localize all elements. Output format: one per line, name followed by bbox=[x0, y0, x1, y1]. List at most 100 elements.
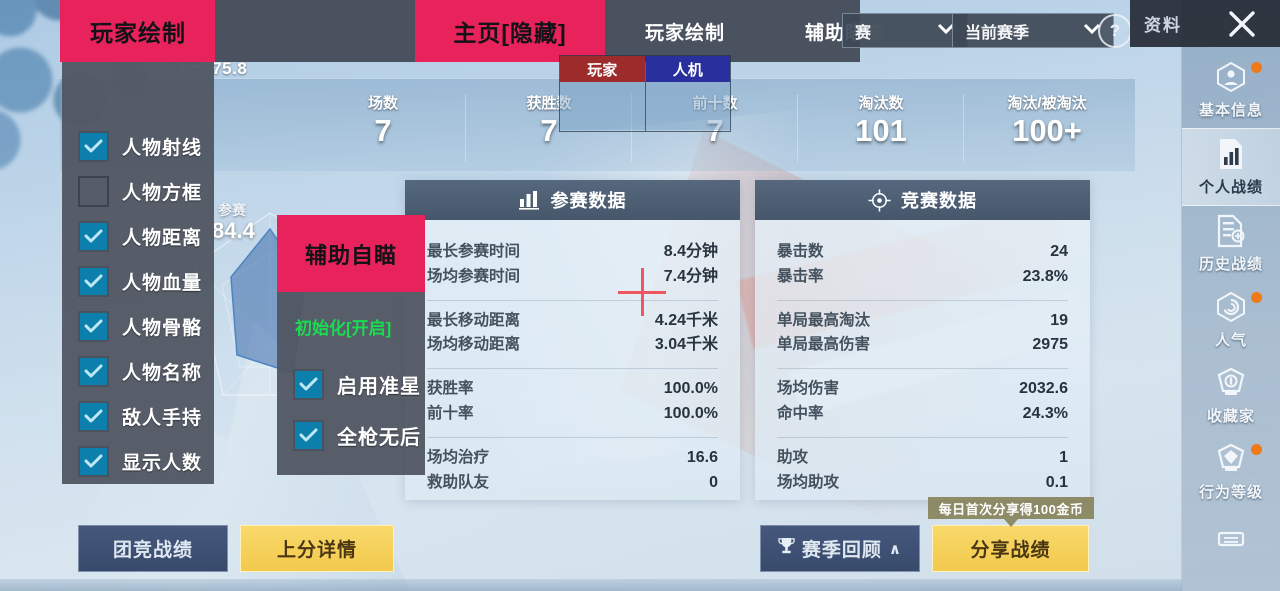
draw-option-row[interactable]: 人物血量 bbox=[62, 259, 214, 304]
draw-option-row[interactable]: 人物骨骼 bbox=[62, 304, 214, 349]
card-row-value: 2975 bbox=[1032, 336, 1068, 354]
card-row-label: 场均参赛时间 bbox=[427, 267, 521, 285]
mode-toggle[interactable]: 玩家 人机 bbox=[559, 55, 731, 132]
checkbox[interactable] bbox=[78, 221, 109, 252]
draw-option-row[interactable]: 人物射线 bbox=[62, 124, 214, 169]
checkbox[interactable] bbox=[78, 311, 109, 342]
card-row-label: 前十率 bbox=[427, 404, 474, 422]
checkbox[interactable] bbox=[78, 356, 109, 387]
sidebar-item-人气[interactable]: 人气 bbox=[1182, 282, 1280, 358]
help-icon[interactable]: ? bbox=[1098, 14, 1132, 48]
checkbox[interactable] bbox=[78, 131, 109, 162]
sidebar-item-label: 历史战绩 bbox=[1198, 256, 1263, 273]
checkbox[interactable] bbox=[293, 420, 324, 451]
notification-dot bbox=[1251, 62, 1262, 73]
notification-dot bbox=[1251, 444, 1262, 455]
sidebar-item-more[interactable] bbox=[1182, 510, 1280, 568]
draw-option-row[interactable]: 显示人数 bbox=[62, 439, 214, 484]
card-row: 最长参赛时间 8.4分钟 bbox=[427, 240, 718, 265]
right-sidebar: 基本信息个人战绩历史战绩人气收藏家 行为等级 bbox=[1181, 0, 1280, 591]
card-row-value: 16.6 bbox=[686, 448, 718, 466]
top-stat-value: 7 bbox=[540, 113, 558, 148]
panel-player-draw-header-spacer bbox=[62, 62, 214, 124]
checkbox[interactable] bbox=[78, 446, 109, 477]
top-stat-value: 100+ bbox=[1012, 113, 1082, 148]
card-row: 场均参赛时间 7.4分钟 bbox=[427, 265, 718, 290]
behavior-badge-icon bbox=[1214, 442, 1248, 476]
tab-player-draw[interactable]: 玩家绘制 bbox=[644, 22, 725, 44]
sidebar-item-历史战绩[interactable]: 历史战绩 bbox=[1182, 206, 1280, 282]
dropdown-match-mode[interactable]: 赛 bbox=[842, 13, 968, 48]
sidebar-item-收藏家[interactable]: 收藏家 bbox=[1182, 358, 1280, 434]
checkbox-label: 人物血量 bbox=[122, 273, 203, 294]
sidebar-item-label: 基本信息 bbox=[1198, 102, 1263, 119]
card-title: 竞赛数据 bbox=[901, 191, 977, 211]
top-stat-value: 101 bbox=[855, 113, 907, 148]
dropdown-season-value: 当前赛季 bbox=[965, 24, 1030, 42]
top-stats-cells: 场数 7 获胜数 7 前十数 7 淘汰数 101 淘汰/被淘汰 100+ bbox=[300, 82, 1130, 170]
mode-toggle-bot[interactable]: 人机 bbox=[645, 56, 730, 131]
checkbox-label: 人物名称 bbox=[122, 363, 203, 384]
top-stat-label: 场数 bbox=[367, 95, 398, 112]
sidebar-item-label: 人气 bbox=[1214, 332, 1247, 349]
team-record-button[interactable]: 团竞战绩 bbox=[78, 525, 228, 572]
checkbox[interactable] bbox=[78, 176, 109, 207]
mode-toggle-player[interactable]: 玩家 bbox=[560, 56, 646, 131]
chevron-down-icon bbox=[937, 22, 955, 40]
card-row-label: 单局最高伤害 bbox=[777, 336, 871, 354]
card-row-label: 场均伤害 bbox=[777, 380, 840, 398]
top-stat-cell: 前十数 7 bbox=[632, 82, 798, 170]
card-row: 获胜率 100.0% bbox=[427, 377, 718, 402]
dropdown-match-mode-value: 赛 bbox=[855, 24, 872, 42]
draw-option-row[interactable]: 人物距离 bbox=[62, 214, 214, 259]
sidebar-item-个人战绩[interactable]: 个人战绩 bbox=[1182, 128, 1280, 206]
sidebar-item-label: 个人战绩 bbox=[1198, 179, 1263, 196]
rank-detail-button[interactable]: 上分详情 bbox=[240, 525, 394, 572]
bottom-bar bbox=[0, 579, 1182, 591]
radar-value: 84.4 bbox=[212, 218, 255, 243]
card-row: 场均伤害 2032.6 bbox=[777, 377, 1068, 402]
mode-toggle-player-label: 玩家 bbox=[560, 56, 645, 82]
card-group: 场均治疗 16.6 救助队友 0 bbox=[427, 438, 718, 506]
card-row: 场均助攻 0.1 bbox=[777, 471, 1068, 496]
draw-option-row[interactable]: 人物方框 bbox=[62, 169, 214, 214]
profile-hex-icon bbox=[1214, 60, 1248, 94]
checkbox[interactable] bbox=[293, 369, 324, 400]
checkbox-label: 全枪无后 bbox=[337, 427, 421, 449]
checkbox[interactable] bbox=[78, 401, 109, 432]
sidebar-item-基本信息[interactable]: 基本信息 bbox=[1182, 52, 1280, 128]
season-recap-button[interactable]: 赛季回顾 ∧ bbox=[760, 525, 920, 572]
panel-aim-status: 初始化[开启] bbox=[295, 319, 392, 338]
card-row: 最长移动距离 4.24千米 bbox=[427, 309, 718, 334]
dropdown-season[interactable]: 当前赛季 bbox=[952, 13, 1114, 48]
checkbox-label: 显示人数 bbox=[122, 453, 203, 474]
popularity-hex-icon bbox=[1214, 290, 1248, 324]
caret-up-icon: ∧ bbox=[888, 540, 903, 558]
sidebar-item-行为等级[interactable]: 行为等级 bbox=[1182, 434, 1280, 510]
card-row-value: 0.1 bbox=[1045, 473, 1068, 491]
card-row-label: 最长参赛时间 bbox=[427, 243, 521, 260]
card-row-value: 100.0% bbox=[663, 380, 718, 398]
card-row-value: 1 bbox=[1059, 448, 1068, 466]
panel-aim-assist-title: 辅助自瞄 bbox=[277, 215, 425, 292]
share-record-button[interactable]: 分享战绩 bbox=[932, 525, 1089, 572]
crosshair-icon bbox=[868, 188, 891, 212]
close-icon[interactable] bbox=[1226, 8, 1258, 40]
tab-home-hidden[interactable]: 主页[隐藏] bbox=[415, 0, 605, 62]
card-row-value: 8.4分钟 bbox=[663, 243, 718, 260]
card-competition-data: 竞赛数据 暴击数 24 暴击率 23.8% 单局最高淘汰 19 单局最高伤害 2975 场均伤害… bbox=[755, 180, 1090, 500]
card-match-data: 参赛数据 最长参赛时间 8.4分钟 场均参赛时间 7.4分钟 最长移动距离 4.24千米场… bbox=[405, 180, 740, 500]
draw-option-row[interactable]: 敌人手持 bbox=[62, 394, 214, 439]
card-group: 场均伤害 2032.6 命中率 24.3% bbox=[777, 369, 1068, 438]
draw-option-row[interactable]: 人物名称 bbox=[62, 349, 214, 394]
card-row: 暴击数 24 bbox=[777, 240, 1068, 265]
mode-toggle-bot-label: 人机 bbox=[645, 56, 730, 82]
aim-option-row[interactable]: 启用准星 bbox=[277, 359, 425, 410]
top-stat-label: 淘汰数 bbox=[858, 95, 904, 112]
checkbox[interactable] bbox=[78, 266, 109, 297]
checkbox-label: 人物方框 bbox=[122, 183, 203, 204]
card-row-value: 7.4分钟 bbox=[663, 267, 718, 285]
card-row-label: 助攻 bbox=[777, 448, 809, 466]
aim-option-row[interactable]: 全枪无后 bbox=[277, 410, 425, 461]
card-row-value: 100.0% bbox=[663, 404, 718, 422]
